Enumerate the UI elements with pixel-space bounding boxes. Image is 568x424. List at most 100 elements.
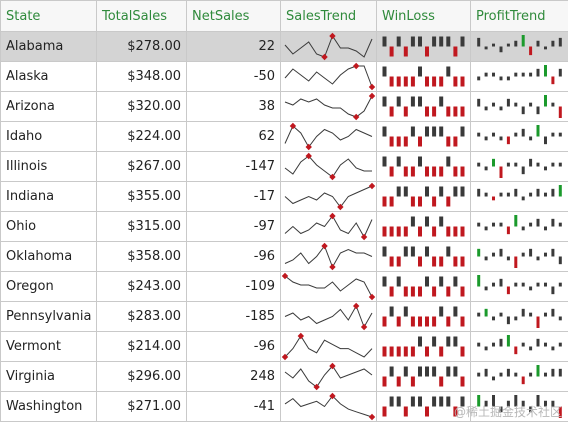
total-sales-cell[interactable]: $355.00 — [96, 181, 187, 212]
profit-bar — [477, 188, 481, 197]
total-sales-cell[interactable]: $243.00 — [96, 271, 187, 302]
net-sales-cell[interactable]: -96 — [186, 241, 281, 272]
column-header-sales-trend[interactable]: SalesTrend — [280, 0, 377, 32]
table-row-ohio[interactable]: Ohio $315.00 -97 — [0, 211, 568, 242]
sales-trend-cell[interactable] — [280, 61, 377, 92]
table-row-alaska[interactable]: Alaska $348.00 -50 — [0, 61, 568, 92]
column-header-profit-trend[interactable]: ProfitTrend — [470, 0, 568, 32]
table-row-arizona[interactable]: Arizona $320.00 38 — [0, 91, 568, 122]
win-loss-cell[interactable] — [376, 241, 471, 272]
win-loss-cell[interactable] — [376, 151, 471, 182]
profit-trend-cell[interactable] — [470, 301, 568, 332]
total-sales-cell[interactable]: $224.00 — [96, 121, 187, 152]
state-cell[interactable]: Vermont — [0, 331, 97, 362]
state-cell[interactable]: Alaska — [0, 61, 97, 92]
total-sales-cell[interactable]: $271.00 — [96, 391, 187, 422]
state-cell[interactable]: Alabama — [0, 31, 97, 62]
win-loss-cell[interactable] — [376, 31, 471, 62]
total-sales-cell[interactable]: $320.00 — [96, 91, 187, 122]
net-sales-cell[interactable]: -17 — [186, 181, 281, 212]
win-loss-cell[interactable] — [376, 271, 471, 302]
state-cell[interactable]: Pennsylvania — [0, 301, 97, 332]
win-loss-cell[interactable] — [376, 361, 471, 392]
net-sales-cell[interactable]: -147 — [186, 151, 281, 182]
state-cell[interactable]: Washington — [0, 391, 97, 422]
column-header-net-sales[interactable]: NetSales — [186, 0, 281, 32]
net-sales-cell[interactable]: -96 — [186, 331, 281, 362]
net-sales-cell[interactable]: -41 — [186, 391, 281, 422]
total-sales-cell[interactable]: $348.00 — [96, 61, 187, 92]
profit-trend-cell[interactable] — [470, 61, 568, 92]
profit-trend-cell[interactable] — [470, 121, 568, 152]
total-sales-cell[interactable]: $315.00 — [96, 211, 187, 242]
total-sales-cell[interactable]: $278.00 — [96, 31, 187, 62]
table-row-pennsylvania[interactable]: Pennsylvania $283.00 -185 — [0, 301, 568, 332]
table-row-virginia[interactable]: Virginia $296.00 248 — [0, 361, 568, 392]
profit-trend-cell[interactable] — [470, 31, 568, 62]
win-loss-cell[interactable] — [376, 391, 471, 422]
profit-trend-cell[interactable] — [470, 271, 568, 302]
state-cell[interactable]: Arizona — [0, 91, 97, 122]
total-sales-cell[interactable]: $214.00 — [96, 331, 187, 362]
state-cell[interactable]: Oregon — [0, 271, 97, 302]
state-cell[interactable]: Indiana — [0, 181, 97, 212]
sales-trend-cell[interactable] — [280, 271, 377, 302]
total-sales-cell[interactable]: $296.00 — [96, 361, 187, 392]
column-header-total-sales[interactable]: TotalSales — [96, 0, 187, 32]
sales-trend-cell[interactable] — [280, 241, 377, 272]
sales-trend-cell[interactable] — [280, 211, 377, 242]
win-loss-cell[interactable] — [376, 121, 471, 152]
net-sales-cell[interactable]: -109 — [186, 271, 281, 302]
total-sales-cell[interactable]: $358.00 — [96, 241, 187, 272]
sales-trend-cell[interactable] — [280, 121, 377, 152]
win-loss-cell[interactable] — [376, 331, 471, 362]
table-row-idaho[interactable]: Idaho $224.00 62 — [0, 121, 568, 152]
table-row-washington[interactable]: Washington $271.00 -41 — [0, 391, 568, 422]
sales-trend-cell[interactable] — [280, 181, 377, 212]
state-cell[interactable]: Idaho — [0, 121, 97, 152]
state-cell[interactable]: Illinois — [0, 151, 97, 182]
net-sales-cell[interactable]: 62 — [186, 121, 281, 152]
loss-bar — [544, 166, 547, 171]
net-sales-cell[interactable]: -97 — [186, 211, 281, 242]
column-header-win-loss[interactable]: WinLoss — [376, 0, 471, 32]
profit-trend-cell[interactable] — [470, 91, 568, 122]
state-cell[interactable]: Oklahoma — [0, 241, 97, 272]
sales-trend-cell[interactable] — [280, 361, 377, 392]
profit-trend-cell[interactable] — [470, 331, 568, 362]
net-sales-cell[interactable]: 38 — [186, 91, 281, 122]
profit-trend-cell[interactable] — [470, 151, 568, 182]
table-row-oklahoma[interactable]: Oklahoma $358.00 -96 — [0, 241, 568, 272]
net-sales-cell[interactable]: 248 — [186, 361, 281, 392]
win-loss-cell[interactable] — [376, 91, 471, 122]
win-loss-cell[interactable] — [376, 181, 471, 212]
table-row-vermont[interactable]: Vermont $214.00 -96 — [0, 331, 568, 362]
column-header-state[interactable]: State — [0, 0, 97, 32]
profit-trend-cell[interactable] — [470, 181, 568, 212]
loss-bar — [403, 226, 408, 237]
profit-trend-cell[interactable] — [470, 241, 568, 272]
total-sales-cell[interactable]: $267.00 — [96, 151, 187, 182]
profit-trend-cell[interactable] — [470, 391, 568, 422]
sales-trend-cell[interactable] — [280, 151, 377, 182]
total-sales-cell[interactable]: $283.00 — [96, 301, 187, 332]
table-row-oregon[interactable]: Oregon $243.00 -109 — [0, 271, 568, 302]
net-sales-cell[interactable]: -185 — [186, 301, 281, 332]
state-cell[interactable]: Ohio — [0, 211, 97, 242]
state-cell[interactable]: Virginia — [0, 361, 97, 392]
table-row-indiana[interactable]: Indiana $355.00 -17 — [0, 181, 568, 212]
table-row-alabama[interactable]: Alabama $278.00 22 — [0, 31, 568, 62]
win-loss-cell[interactable] — [376, 301, 471, 332]
net-sales-cell[interactable]: 22 — [186, 31, 281, 62]
sales-trend-cell[interactable] — [280, 301, 377, 332]
table-row-illinois[interactable]: Illinois $267.00 -147 — [0, 151, 568, 182]
profit-trend-cell[interactable] — [470, 211, 568, 242]
profit-trend-cell[interactable] — [470, 361, 568, 392]
sales-trend-cell[interactable] — [280, 91, 377, 122]
win-loss-cell[interactable] — [376, 61, 471, 92]
sales-trend-cell[interactable] — [280, 31, 377, 62]
net-sales-cell[interactable]: -50 — [186, 61, 281, 92]
win-loss-cell[interactable] — [376, 211, 471, 242]
sales-trend-cell[interactable] — [280, 391, 377, 422]
sales-trend-cell[interactable] — [280, 331, 377, 362]
